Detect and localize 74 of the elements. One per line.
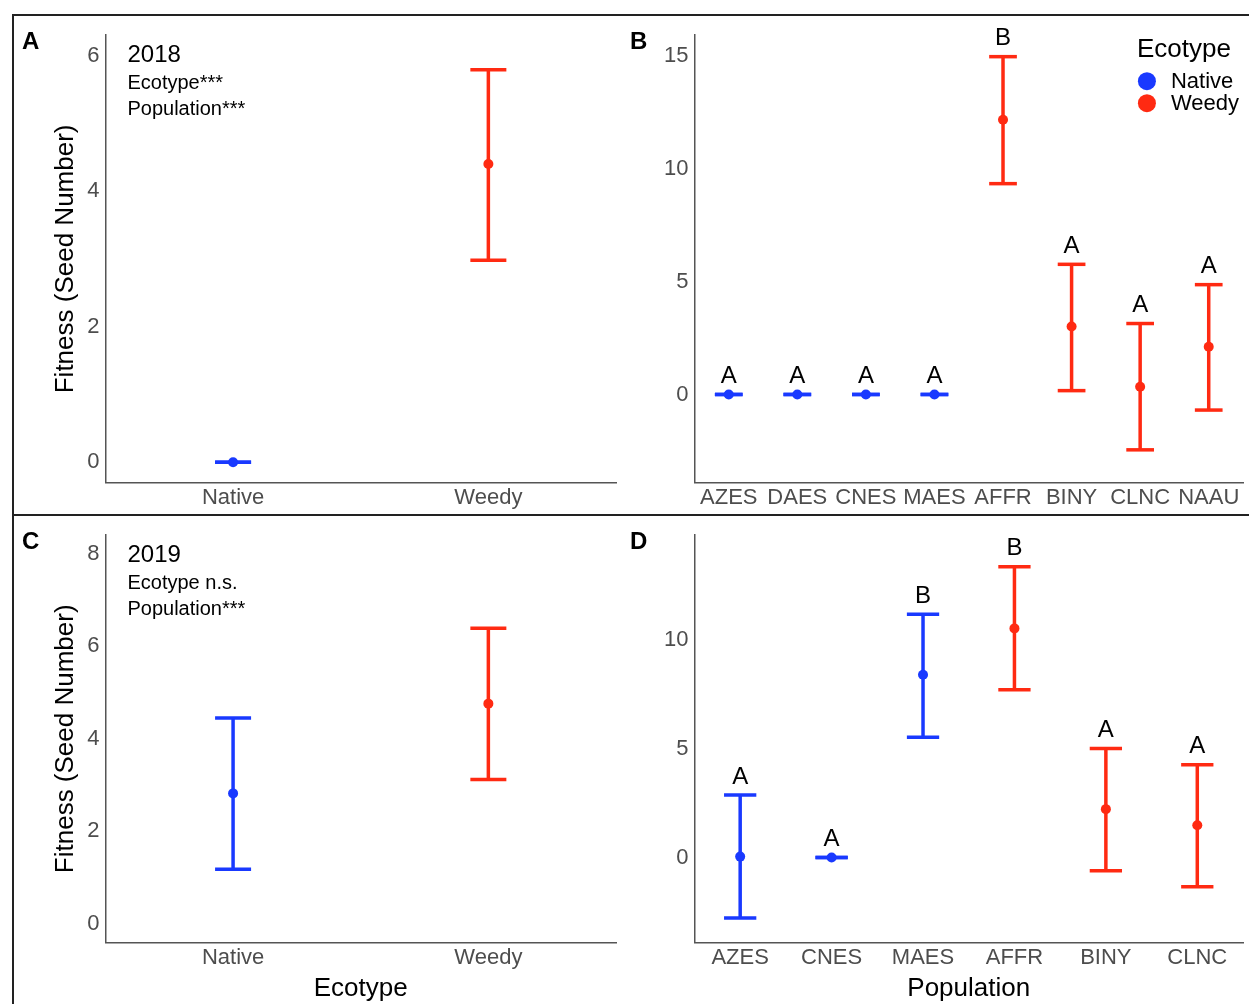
y-tick-label: 15	[663, 41, 689, 67]
x-tick-label: AFFR	[974, 483, 1032, 509]
point	[1135, 381, 1146, 392]
annotation: A	[732, 761, 749, 789]
y-axis-title: Fitness (Seed Number)	[48, 604, 79, 874]
legend-title: Ecotype	[1136, 33, 1231, 64]
x-tick-label: CLNC	[1167, 943, 1228, 969]
x-tick-label: CNES	[801, 943, 863, 969]
x-tick-label: MAES	[903, 483, 966, 509]
annotation: B	[995, 23, 1012, 51]
x-tick-label: AZES	[700, 483, 758, 509]
annotation: Population***	[127, 596, 246, 619]
x-tick-label: BINY	[1045, 483, 1098, 509]
annotation: B	[915, 580, 932, 608]
y-tick-label: 2	[87, 312, 100, 338]
annotation: Ecotype n.s.	[127, 570, 238, 593]
point	[1066, 321, 1077, 332]
point	[723, 389, 734, 400]
annotation: A	[1063, 230, 1080, 258]
annotation: 2019	[127, 539, 181, 567]
x-tick-label: AZES	[711, 943, 769, 969]
x-tick-label: Native	[201, 943, 265, 969]
annotation: A	[1132, 290, 1149, 318]
y-tick-label: 10	[663, 625, 689, 651]
x-axis-title: Population	[907, 971, 1031, 1002]
y-tick-label: 6	[87, 41, 100, 67]
point	[1100, 804, 1111, 815]
y-tick-label: 5	[676, 267, 689, 293]
point	[735, 851, 746, 862]
y-tick-label: 2	[87, 817, 100, 843]
x-tick-label: Weedy	[454, 943, 523, 969]
y-axis-title: Fitness (Seed Number)	[48, 124, 79, 394]
y-tick-label: 4	[87, 177, 100, 203]
y-tick-label: 6	[87, 632, 100, 658]
annotation: A	[926, 361, 943, 389]
x-tick-label: MAES	[891, 943, 955, 969]
y-tick-label: 8	[87, 539, 100, 565]
annotation: Ecotype***	[127, 70, 224, 93]
y-tick-label: 4	[87, 724, 100, 750]
annotation: A	[1189, 731, 1206, 759]
y-tick-label: 0	[87, 909, 100, 935]
x-tick-label: BINY	[1080, 943, 1132, 969]
annotation: A	[823, 824, 840, 852]
x-tick-label: Weedy	[454, 483, 523, 509]
point	[1009, 623, 1020, 634]
point	[998, 114, 1009, 125]
annotation: A	[720, 361, 737, 389]
x-tick-label: Native	[201, 483, 265, 509]
text: D	[630, 526, 648, 554]
y-tick-label: 5	[676, 734, 689, 760]
annotation: A	[1200, 251, 1217, 279]
text: B	[630, 26, 648, 54]
y-tick-label: 0	[676, 843, 689, 869]
x-tick-label: NAAU	[1178, 483, 1240, 509]
annotation: A	[857, 361, 874, 389]
annotation: A	[789, 361, 806, 389]
x-axis-title: Ecotype	[313, 971, 408, 1002]
text: A	[22, 26, 40, 54]
x-tick-label: CNES	[835, 483, 897, 509]
annotation: B	[1006, 533, 1023, 561]
point	[1203, 341, 1214, 352]
x-tick-label: DAES	[767, 483, 828, 509]
point	[1192, 820, 1203, 831]
annotation: A	[1097, 715, 1114, 743]
point	[860, 389, 871, 400]
annotation: Population***	[127, 96, 246, 119]
text: C	[22, 526, 40, 554]
y-tick-label: 10	[663, 154, 689, 180]
y-tick-label: 0	[676, 380, 689, 406]
annotation: 2018	[127, 39, 181, 67]
y-tick-label: 0	[87, 448, 100, 474]
point	[918, 669, 929, 680]
x-tick-label: CLNC	[1110, 483, 1171, 509]
x-tick-label: AFFR	[985, 943, 1044, 969]
